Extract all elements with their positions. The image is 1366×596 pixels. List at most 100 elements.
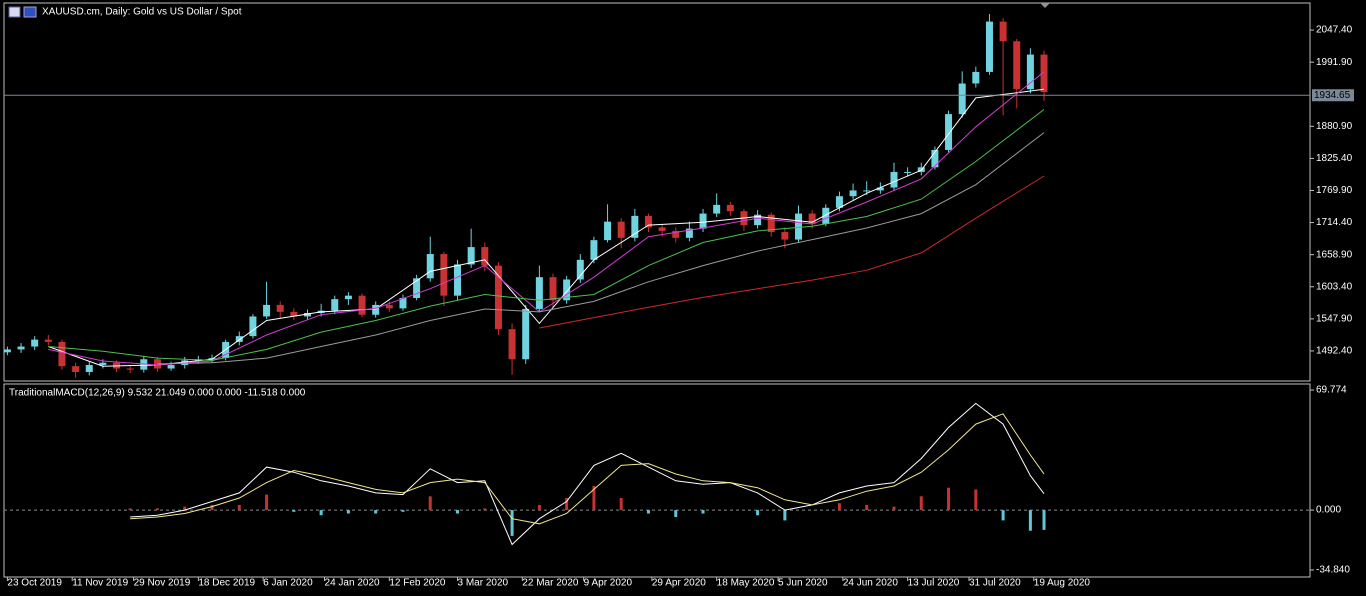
candle-body: [822, 207, 830, 224]
histogram-bar: [919, 496, 923, 511]
indicator-line: [48, 109, 1045, 361]
candle-body: [699, 213, 707, 229]
candle-body: [904, 171, 912, 173]
x-tick-label: 24 Jan 2020: [325, 578, 380, 589]
x-tick-label: 29 Nov 2019: [134, 578, 191, 589]
candle-body: [1040, 54, 1048, 93]
x-tick-label: 12 Feb 2020: [389, 578, 446, 589]
candle-body: [931, 149, 939, 168]
histogram-bar: [510, 510, 514, 536]
candle-body: [999, 21, 1007, 42]
candle-body: [672, 230, 680, 238]
candle-body: [399, 297, 407, 309]
x-tick-label: 23 Oct 2019: [7, 578, 62, 589]
candle-body: [644, 215, 652, 228]
histogram-bar: [265, 494, 269, 511]
candle-body: [563, 279, 571, 301]
candle-body: [890, 171, 898, 188]
indicator-line: [48, 88, 1045, 367]
histogram-bar: [374, 510, 378, 514]
candle-body: [1026, 54, 1034, 90]
candle-body: [604, 221, 612, 241]
candle-body: [126, 368, 134, 370]
candle-body: [44, 339, 52, 342]
candle-body: [167, 365, 175, 369]
histogram-bar: [537, 504, 541, 511]
histogram-bar: [674, 510, 678, 517]
candle-body: [795, 213, 803, 240]
macd-frame: [3, 383, 1311, 578]
candle-body: [863, 190, 871, 192]
candle-body: [685, 228, 693, 238]
symbol-icon: [8, 6, 21, 18]
candle-body: [945, 114, 953, 150]
histogram-bar: [1001, 510, 1005, 521]
candle-body: [631, 215, 639, 238]
candle-body: [85, 365, 93, 372]
current-price-label: 1934.65: [1314, 90, 1351, 101]
candle-body: [522, 308, 530, 360]
histogram-bar: [346, 510, 350, 514]
histogram-bar: [292, 510, 296, 512]
x-tick-label: 6 Jan 2020: [263, 578, 313, 589]
candle-body: [235, 336, 243, 342]
candle-body: [835, 196, 843, 208]
candle-body: [454, 264, 462, 296]
x-tick-label: 18 Dec 2019: [198, 578, 255, 589]
candle-body: [99, 362, 107, 366]
candle-body: [276, 304, 284, 312]
indicator-line: [130, 402, 1045, 546]
candle-body: [249, 316, 257, 337]
candle-body: [754, 214, 762, 226]
indicator-title: TraditionalMACD(12,26,9) 9.532 21.049 0.…: [9, 388, 306, 399]
candle-body: [549, 277, 557, 301]
histogram-bar: [128, 508, 132, 511]
y-tick-label: 1991.90: [1316, 57, 1353, 68]
candle-body: [617, 221, 625, 238]
y-tick-label: 0.000: [1316, 505, 1341, 516]
y-tick-label: 1603.40: [1316, 281, 1353, 292]
y-tick-label: 1714.40: [1316, 217, 1353, 228]
x-tick-label: 9 Apr 2020: [584, 578, 633, 589]
price-frame: [3, 2, 1311, 382]
chart-title: XAUUSD.cm, Daily: Gold vs US Dollar / Sp…: [42, 7, 242, 18]
candle-body: [303, 313, 311, 317]
y-tick-label: 1769.90: [1316, 185, 1353, 196]
candle-body: [481, 247, 489, 266]
x-tick-label: 18 May 2020: [717, 578, 775, 589]
candle-body: [767, 214, 775, 233]
candle-body: [358, 295, 366, 315]
candle-body: [72, 366, 80, 372]
candle-body: [494, 265, 502, 330]
y-tick-label: 1492.40: [1316, 346, 1353, 357]
histogram-bar: [319, 510, 323, 516]
histogram-bar: [974, 489, 978, 511]
candle-body: [344, 295, 352, 300]
histogram-bar: [701, 510, 705, 514]
x-tick-label: 31 Jul 2020: [969, 578, 1021, 589]
histogram-bar: [1028, 510, 1032, 531]
indicator-line: [48, 71, 1045, 366]
candle-body: [781, 232, 789, 240]
candle-body: [440, 254, 448, 296]
candle-body: [808, 213, 816, 224]
histogram-bar: [565, 498, 569, 511]
x-tick-label: 24 Jun 2020: [843, 578, 898, 589]
histogram-bar: [947, 487, 951, 511]
candle-body: [726, 204, 734, 212]
candle-body: [713, 204, 721, 214]
histogram-bar: [428, 496, 432, 511]
y-tick-label: 1547.90: [1316, 313, 1353, 324]
histogram-bar: [892, 506, 896, 511]
candle-body: [263, 304, 271, 317]
flag-icon: [23, 6, 37, 18]
x-tick-label: 19 Aug 2020: [1034, 578, 1091, 589]
indicator-line: [539, 175, 1045, 329]
candle-body: [31, 339, 39, 347]
histogram-bar: [1042, 510, 1046, 530]
histogram-bar: [592, 486, 596, 511]
candle-body: [972, 71, 980, 84]
candle-body: [290, 311, 298, 317]
candle-body: [876, 187, 884, 191]
